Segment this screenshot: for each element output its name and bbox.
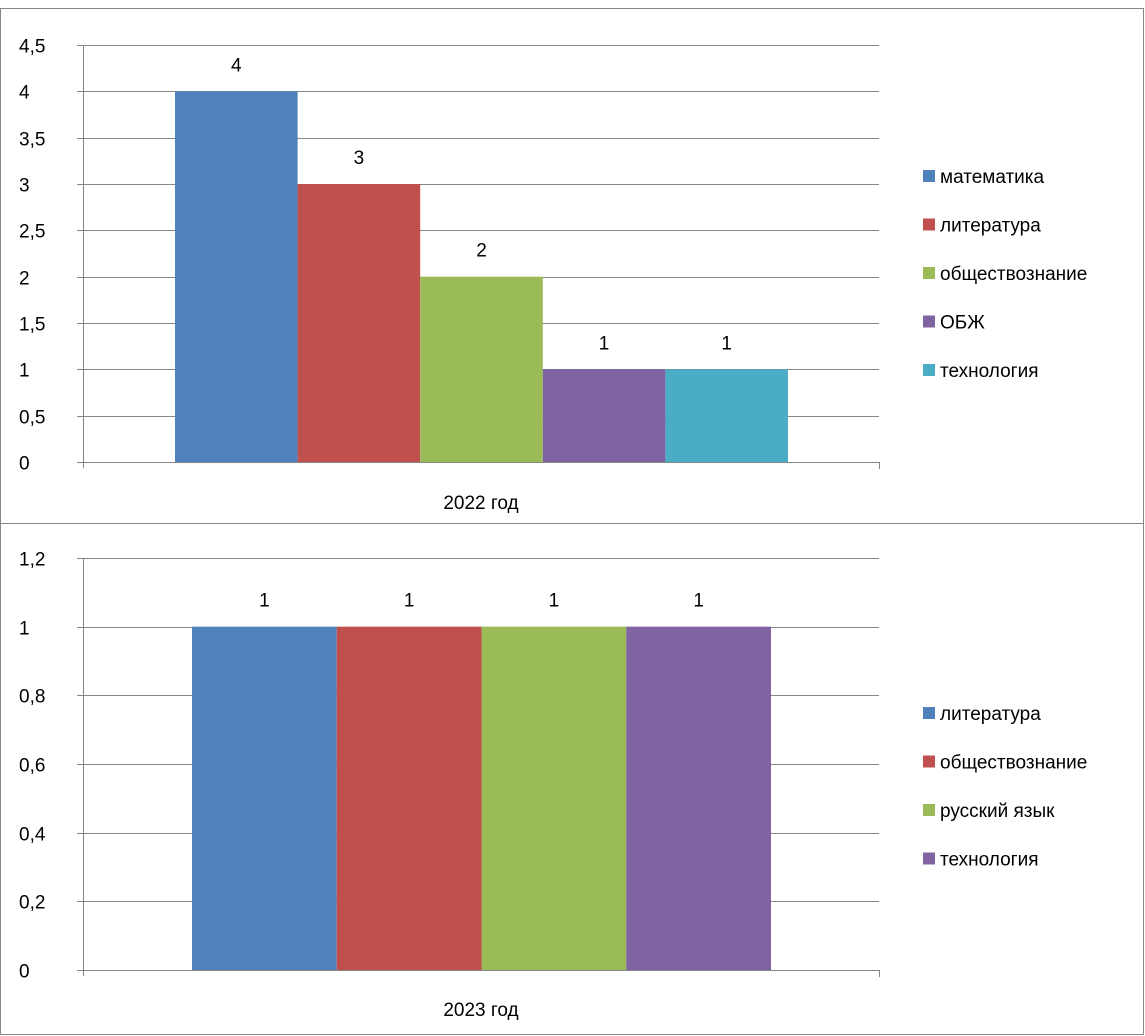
c2023-legend-swatch <box>923 804 935 816</box>
c2022-data-label: 3 <box>354 148 365 169</box>
c2022-y-tick-label: 1 <box>19 361 30 382</box>
chart-2023: 0 0,2 0,4 0,6 0,8 1 1,2 1 1 1 1 2023 год литература о… <box>0 523 1144 1035</box>
chart-2023-svg: 0 0,2 0,4 0,6 0,8 1 1,2 1 1 1 1 2023 год литература о… <box>19 550 1087 1022</box>
c2022-bar-5 <box>665 369 788 462</box>
c2023-bar-1 <box>192 626 337 970</box>
c2022-data-label: 1 <box>721 333 732 354</box>
c2023-legend-label: русский язык <box>940 801 1055 822</box>
c2023-y-tick-label: 1,2 <box>19 550 45 571</box>
c2023-y-tick-label: 0,2 <box>19 893 45 914</box>
c2023-legend-swatch <box>923 852 935 865</box>
c2022-data-label: 2 <box>476 241 487 262</box>
c2022-y-tick-label: 4,5 <box>19 37 45 58</box>
c2022-legend-swatch <box>923 267 935 279</box>
c2022-legend-label: технология <box>940 361 1038 382</box>
chart-2022: 0 0,5 1 1,5 2 2,5 3 3,5 4 4,5 4 3 2 1 1 2022 год математ… <box>0 8 1144 524</box>
c2022-data-label: 1 <box>599 333 610 354</box>
c2023-data-label: 1 <box>404 591 415 612</box>
c2023-data-label: 1 <box>693 591 704 612</box>
c2023-y-tick-label: 1 <box>19 619 30 640</box>
c2022-y-tick-label: 1,5 <box>19 315 45 336</box>
c2022-legend-label: обществознание <box>940 264 1087 285</box>
c2023-y-tick-label: 0 <box>19 962 30 983</box>
c2022-bar-3 <box>420 276 543 462</box>
c2022-legend-label: математика <box>940 167 1045 188</box>
c2022-y-tick-label: 2 <box>19 269 30 290</box>
c2022-legend-label: литература <box>940 216 1041 237</box>
c2023-bar-3 <box>481 626 627 970</box>
c2023-legend-label: литература <box>940 704 1041 725</box>
chart-2022-svg: 0 0,5 1 1,5 2 2,5 3 3,5 4 4,5 4 3 2 1 1 2022 год математ… <box>19 37 1087 515</box>
c2022-y-tick-label: 2,5 <box>19 222 45 243</box>
c2023-data-label: 1 <box>549 591 560 612</box>
c2022-y-tick-label: 0 <box>19 454 30 475</box>
c2023-legend-label: обществознание <box>940 753 1087 774</box>
c2023-y-tick-label: 0,4 <box>19 825 46 846</box>
c2023-bar-2 <box>336 626 482 970</box>
c2023-category-label: 2023 год <box>443 1000 518 1021</box>
c2022-y-tick-label: 0,5 <box>19 408 45 429</box>
c2022-category-label: 2022 год <box>443 493 518 514</box>
c2022-bar-4 <box>542 369 666 462</box>
c2023-legend-label: технология <box>940 850 1038 871</box>
c2022-y-tick-label: 3,5 <box>19 130 45 151</box>
c2022-legend-swatch <box>923 170 935 182</box>
c2022-data-label: 4 <box>231 55 242 76</box>
c2023-legend-swatch <box>923 707 935 719</box>
c2022-legend-label: ОБЖ <box>940 313 985 334</box>
c2023-legend-swatch <box>923 755 935 768</box>
c2023-y-tick-label: 0,6 <box>19 756 45 777</box>
c2022-legend-swatch <box>923 218 935 231</box>
c2022-y-tick-label: 4 <box>19 83 30 104</box>
c2022-legend-swatch <box>923 315 935 328</box>
c2023-data-label: 1 <box>259 591 270 612</box>
c2023-y-tick-label: 0,8 <box>19 687 45 708</box>
c2022-bar-1 <box>175 91 298 462</box>
c2022-legend-swatch <box>923 364 935 376</box>
c2022-bar-2 <box>297 184 421 462</box>
c2023-bar-4 <box>626 626 771 970</box>
c2022-y-tick-label: 3 <box>19 176 30 197</box>
